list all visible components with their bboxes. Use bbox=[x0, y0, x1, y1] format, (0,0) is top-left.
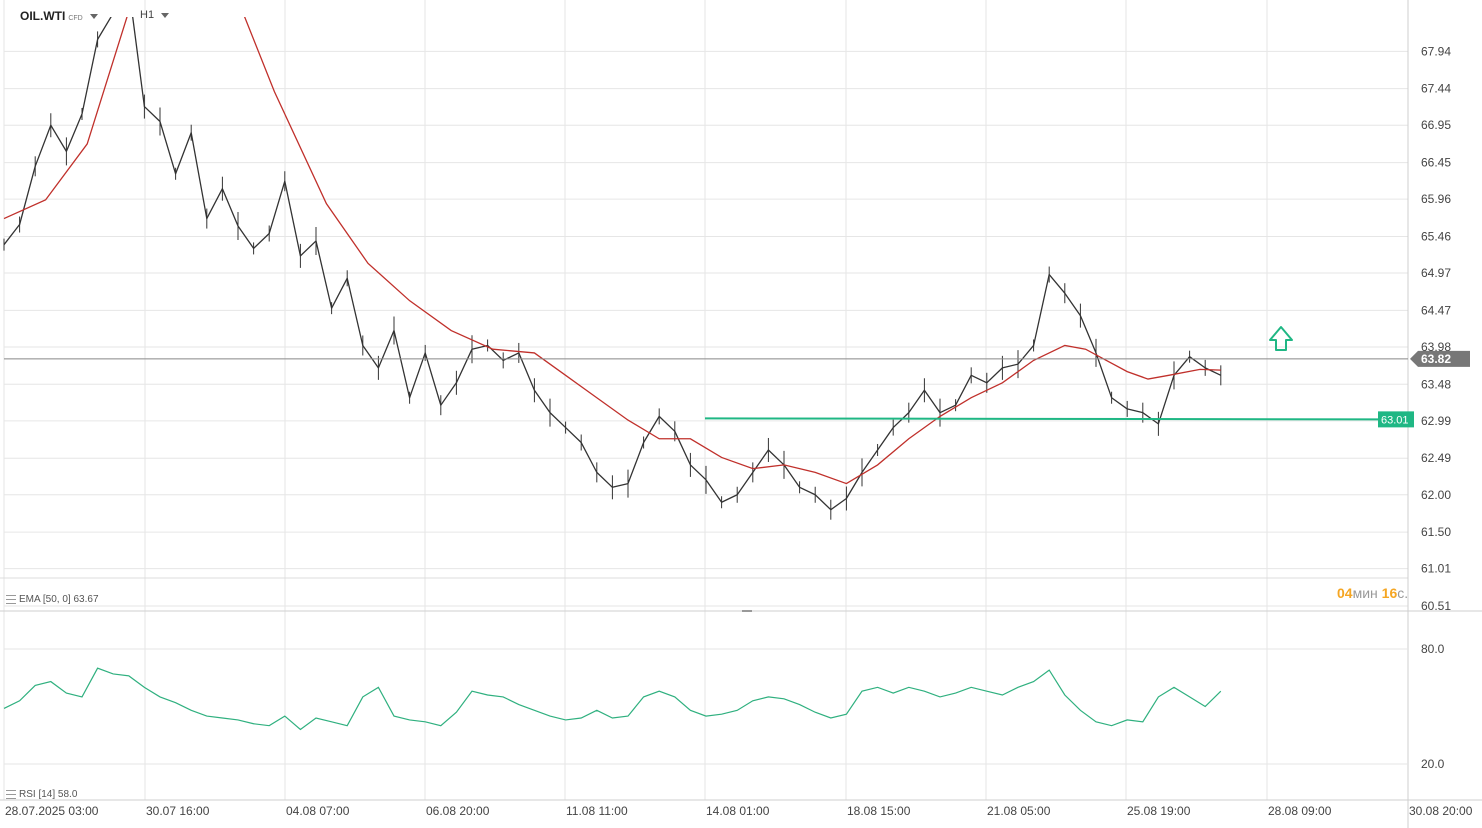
price-tick-label: 61.50 bbox=[1421, 525, 1451, 539]
menu-icon[interactable] bbox=[6, 594, 16, 604]
current-price-label: 63.82 bbox=[1421, 352, 1451, 366]
ema-value: 63.67 bbox=[73, 594, 99, 605]
price-tick-label: 64.47 bbox=[1421, 303, 1451, 317]
rsi-indicator-label[interactable]: RSI [14] 58.0 bbox=[6, 789, 77, 800]
timeframe-selector[interactable]: H1 bbox=[140, 9, 170, 21]
x-tick-label: 18.08 15:00 bbox=[847, 804, 911, 818]
price-tick-label: 67.94 bbox=[1421, 44, 1451, 58]
buy-arrow-icon[interactable] bbox=[1269, 326, 1293, 351]
x-tick-label: 28.07.2025 03:00 bbox=[5, 804, 99, 818]
instrument-type: CFD bbox=[68, 15, 83, 22]
price-tick-label: 62.99 bbox=[1421, 414, 1451, 428]
timer-seconds: 16 bbox=[1381, 585, 1398, 601]
price-tick-label: 65.96 bbox=[1421, 192, 1451, 206]
current-price-tag bbox=[1410, 350, 1470, 367]
ema-indicator-label[interactable]: EMA [50, 0] 63.67 bbox=[6, 594, 99, 605]
symbol-selector[interactable]: OIL.WTI CFD bbox=[20, 9, 98, 23]
symbol-name: OIL.WTI bbox=[20, 9, 66, 23]
timer-minutes: 04 bbox=[1337, 585, 1353, 601]
price-tick-label: 64.97 bbox=[1421, 266, 1451, 280]
price-line bbox=[3, 17, 1222, 511]
rsi-series bbox=[3, 667, 1222, 731]
chevron-down-icon[interactable] bbox=[161, 12, 170, 18]
timer-min-unit: мин bbox=[1352, 585, 1378, 601]
x-tick-label: 25.08 19:00 bbox=[1127, 804, 1191, 818]
ema-line bbox=[3, 17, 1221, 485]
price-tick-label: 67.44 bbox=[1421, 82, 1451, 96]
timer-sec-unit: с. bbox=[1397, 585, 1409, 601]
support-tag bbox=[1378, 411, 1414, 428]
x-tick-label: 28.08 09:00 bbox=[1268, 804, 1332, 818]
x-tick-label: 21.08 05:00 bbox=[987, 804, 1051, 818]
chevron-down-icon[interactable] bbox=[89, 14, 98, 20]
price-tick-label: 63.48 bbox=[1421, 377, 1451, 391]
price-tick-label: 65.46 bbox=[1421, 229, 1451, 243]
price-tick-label: 62.00 bbox=[1421, 488, 1451, 502]
rsi-tick-label: 80.0 bbox=[1421, 642, 1445, 656]
x-tick-label: 30.07 16:00 bbox=[146, 804, 210, 818]
support-level-line bbox=[704, 417, 1379, 421]
support-tag-label: 63.01 bbox=[1381, 414, 1409, 426]
price-tick-label: 66.95 bbox=[1421, 118, 1451, 132]
price-tick-label: 62.49 bbox=[1421, 451, 1451, 465]
rsi-label: RSI [14] bbox=[19, 789, 56, 800]
x-tick-label: 06.08 20:00 bbox=[426, 804, 490, 818]
support-line[interactable]: 63.01 bbox=[704, 411, 1414, 428]
rsi-tick-label: 20.0 bbox=[1421, 757, 1445, 771]
x-tick-label: 30.08 20:00 bbox=[1409, 804, 1473, 818]
menu-icon[interactable] bbox=[6, 789, 16, 799]
arrow-up-icon bbox=[1269, 326, 1293, 351]
price-series bbox=[3, 17, 1222, 520]
timeframe-label: H1 bbox=[140, 9, 155, 21]
current-price-line: 63.82 bbox=[4, 350, 1470, 367]
rsi-value: 58.0 bbox=[57, 789, 78, 800]
x-tick-label: 04.08 07:00 bbox=[286, 804, 350, 818]
price-tick-label: 60.51 bbox=[1421, 599, 1451, 613]
ema-label: EMA [50, 0] bbox=[19, 594, 71, 605]
price-tick-label: 66.45 bbox=[1421, 156, 1451, 170]
price-tick-label: 61.01 bbox=[1421, 562, 1451, 576]
price-tick-label: 63.98 bbox=[1421, 340, 1451, 354]
x-tick-label: 11.08 11:00 bbox=[566, 804, 628, 818]
ema-series bbox=[3, 17, 1221, 485]
candle-timer: 04мин 16с. bbox=[1337, 585, 1408, 601]
rsi-line bbox=[3, 667, 1222, 731]
axis-labels: 28.07.2025 03:00 30.07 16:00 04.08 07:00 06… bbox=[5, 44, 1473, 818]
x-tick-label: 14.08 01:00 bbox=[706, 804, 770, 818]
